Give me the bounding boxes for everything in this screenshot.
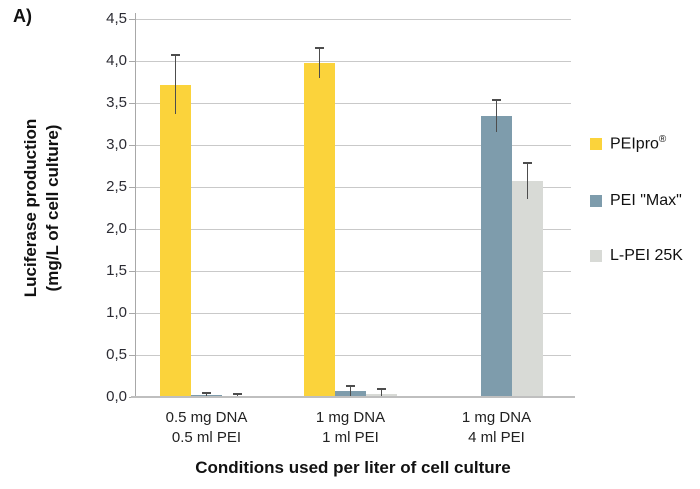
y-axis-tick: [129, 60, 135, 62]
y-tick-label: 4,0: [106, 52, 127, 69]
legend-swatch: [590, 195, 602, 207]
y-tick-label: 3,0: [106, 136, 127, 153]
gridline: [135, 312, 571, 314]
legend-label: PEI "Max": [610, 192, 682, 209]
y-axis-line: [135, 13, 136, 397]
y-tick-label: 1,5: [106, 262, 127, 279]
y-tick-label: 2,5: [106, 178, 127, 195]
legend-item-l-pei-25k: L-PEI 25K: [590, 247, 683, 265]
x-category-line2: 0.5 ml PEI: [171, 429, 242, 446]
y-axis-tick: [129, 18, 135, 20]
y-axis-title: Luciferase production (mg/L of cell cult…: [20, 48, 66, 368]
gridline: [135, 60, 571, 62]
x-category-line1: 0.5 mg DNA: [165, 409, 248, 426]
y-axis-tick: [129, 312, 135, 314]
y-axis-tick: [129, 354, 135, 356]
y-tick-label: 0,5: [106, 346, 127, 363]
legend-swatch: [590, 137, 602, 150]
x-axis-title: Conditions used per liter of cell cultur…: [195, 458, 511, 477]
bar-peipro--group2: [304, 62, 335, 397]
error-bar-cap: [233, 393, 242, 396]
y-axis-title-line1: Luciferase production: [21, 118, 40, 298]
gridline: [135, 18, 571, 20]
y-axis-tick: [129, 186, 135, 188]
error-bar: [496, 99, 497, 132]
error-bar: [350, 386, 351, 397]
x-category-label: 1 mg DNA 1 ml PEI: [281, 408, 421, 448]
gridline: [135, 354, 571, 356]
error-bar-cap: [492, 98, 501, 101]
legend-label: PEIpro®: [610, 134, 667, 153]
x-category-line1: 1 mg DNA: [315, 409, 386, 426]
y-tick-label: 4,5: [106, 10, 127, 27]
y-tick-label: 3,5: [106, 94, 127, 111]
x-category-label: 1 mg DNA 4 ml PEI: [427, 408, 567, 448]
y-tick-label: 1,0: [106, 304, 127, 321]
x-axis-line: [131, 396, 575, 398]
y-tick-label: 2,0: [106, 220, 127, 237]
x-category-line1: 1 mg DNA: [461, 409, 532, 426]
gridline: [135, 186, 571, 188]
panel-label: A): [13, 6, 32, 26]
legend-swatch: [590, 250, 602, 262]
gridline: [135, 102, 571, 104]
y-axis-tick: [129, 102, 135, 104]
x-category-label: 0.5 mg DNA 0.5 ml PEI: [137, 408, 277, 448]
error-bar-cap: [523, 162, 532, 165]
y-axis-tick: [129, 144, 135, 146]
error-bar: [237, 394, 238, 397]
error-bar-cap: [315, 46, 324, 49]
y-axis-tick: [129, 270, 135, 272]
bar-l-pei-25k-group3: [512, 181, 543, 397]
error-bar-cap: [202, 391, 211, 394]
bar-peipro--group1: [160, 84, 191, 397]
gridline: [135, 228, 571, 230]
bar-pei-max--group3: [481, 115, 512, 397]
legend-item-peipro-: PEIpro®: [590, 134, 666, 153]
error-bar-cap: [171, 54, 180, 57]
y-axis-tick: [129, 228, 135, 230]
error-bar: [527, 163, 528, 199]
error-bar: [319, 47, 320, 78]
y-tick-label: 0,0: [106, 388, 127, 405]
legend-item-pei-max-: PEI "Max": [590, 192, 682, 210]
gridline: [135, 144, 571, 146]
error-bar: [175, 55, 176, 114]
x-category-line2: 4 ml PEI: [468, 429, 525, 446]
x-category-line2: 1 ml PEI: [322, 429, 379, 446]
error-bar-cap: [346, 385, 355, 388]
y-axis-title-line2: (mg/L of cell culture): [43, 124, 62, 292]
error-bar: [206, 392, 207, 397]
error-bar-cap: [377, 388, 386, 391]
legend-label: L-PEI 25K: [610, 247, 683, 264]
error-bar: [381, 389, 382, 397]
gridline: [135, 270, 571, 272]
